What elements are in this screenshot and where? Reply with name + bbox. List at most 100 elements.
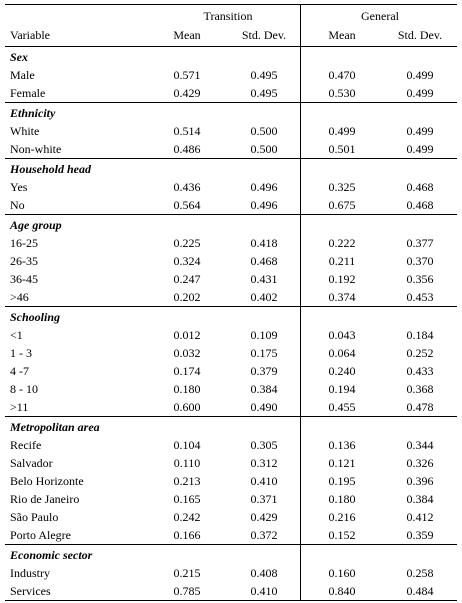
cell-value: 0.370 [406, 254, 434, 268]
cell-value: 0.184 [406, 328, 434, 342]
section-title: Household head [10, 162, 92, 176]
cell-value: 0.571 [173, 68, 201, 82]
cell-value: 0.324 [173, 254, 201, 268]
cell-value: 0.499 [406, 142, 434, 156]
cell-value: 0.379 [250, 364, 278, 378]
cell-value: 0.160 [328, 566, 356, 580]
cell-value: 0.247 [173, 272, 201, 286]
column-header: Mean [173, 28, 201, 42]
column-header: Std. Dev. [397, 28, 443, 42]
cell-value: 0.202 [173, 290, 201, 304]
row-label: White [10, 124, 40, 138]
cell-value: 0.305 [250, 438, 278, 452]
cell-value: 0.215 [173, 566, 201, 580]
cell-value: 0.436 [173, 180, 201, 194]
row-label: 26-35 [10, 254, 38, 268]
cell-value: 0.468 [406, 180, 434, 194]
column-header: Variable [10, 28, 50, 42]
cell-value: 0.258 [406, 566, 434, 580]
cell-value: 0.371 [250, 492, 278, 506]
cell-value: 0.312 [250, 456, 278, 470]
cell-value: 0.377 [406, 236, 434, 250]
group-header: General [361, 9, 399, 23]
cell-value: 0.180 [328, 492, 356, 506]
cell-value: 0.240 [328, 364, 356, 378]
row-label: <1 [10, 328, 23, 342]
row-label: Recife [10, 438, 42, 452]
cell-value: 0.109 [250, 328, 278, 342]
row-label: Non-white [10, 142, 62, 156]
row-label: 4 -7 [10, 364, 29, 378]
cell-value: 0.499 [406, 124, 434, 138]
cell-value: 0.470 [328, 68, 356, 82]
cell-value: 0.356 [406, 272, 434, 286]
cell-value: 0.213 [173, 474, 201, 488]
row-label: >46 [10, 290, 29, 304]
rule [5, 102, 457, 103]
cell-value: 0.564 [173, 198, 201, 212]
cell-value: 0.166 [173, 528, 201, 542]
rule [5, 46, 457, 47]
column-header: Std. Dev. [241, 28, 287, 42]
cell-value: 0.372 [250, 528, 278, 542]
cell-value: 0.453 [406, 290, 434, 304]
group-header: Transition [203, 9, 253, 23]
cell-value: 0.064 [328, 346, 356, 360]
cell-value: 0.402 [250, 290, 278, 304]
cell-value: 0.468 [406, 198, 434, 212]
cell-value: 0.195 [328, 474, 356, 488]
row-label: 36-45 [10, 272, 38, 286]
cell-value: 0.121 [328, 456, 356, 470]
column-divider [300, 4, 301, 600]
cell-value: 0.359 [406, 528, 434, 542]
cell-value: 0.325 [328, 180, 356, 194]
cell-value: 0.500 [250, 124, 278, 138]
cell-value: 0.043 [328, 328, 356, 342]
row-label: No [10, 198, 25, 212]
cell-value: 0.501 [328, 142, 356, 156]
cell-value: 0.225 [173, 236, 201, 250]
cell-value: 0.326 [406, 456, 434, 470]
row-label: 8 - 10 [10, 382, 38, 396]
cell-value: 0.429 [173, 86, 201, 100]
row-label: 1 - 3 [10, 346, 32, 360]
section-title: Economic sector [10, 548, 93, 562]
row-label: Salvador [10, 456, 53, 470]
section-title: Sex [10, 50, 28, 64]
cell-value: 0.455 [328, 400, 356, 414]
section-title: Age group [10, 218, 62, 232]
cell-value: 0.496 [250, 198, 278, 212]
cell-value: 0.408 [250, 566, 278, 580]
cell-value: 0.104 [173, 438, 201, 452]
cell-value: 0.785 [173, 584, 201, 598]
cell-value: 0.192 [328, 272, 356, 286]
cell-value: 0.500 [250, 142, 278, 156]
cell-value: 0.675 [328, 198, 356, 212]
rule [5, 306, 457, 307]
cell-value: 0.396 [406, 474, 434, 488]
rule [5, 158, 457, 159]
cell-value: 0.344 [406, 438, 434, 452]
cell-value: 0.840 [328, 584, 356, 598]
row-label: Rio de Janeiro [10, 492, 80, 506]
cell-value: 0.410 [250, 584, 278, 598]
cell-value: 0.412 [406, 510, 434, 524]
cell-value: 0.495 [250, 68, 278, 82]
cell-value: 0.600 [173, 400, 201, 414]
cell-value: 0.012 [173, 328, 201, 342]
cell-value: 0.110 [173, 456, 201, 470]
cell-value: 0.530 [328, 86, 356, 100]
row-label: Male [10, 68, 35, 82]
rule [5, 4, 457, 5]
cell-value: 0.175 [250, 346, 278, 360]
cell-value: 0.484 [406, 584, 434, 598]
section-title: Schooling [10, 310, 61, 324]
row-label: Industry [10, 566, 50, 580]
cell-value: 0.180 [173, 382, 201, 396]
cell-value: 0.252 [406, 346, 434, 360]
cell-value: 0.032 [173, 346, 201, 360]
cell-value: 0.174 [173, 364, 201, 378]
cell-value: 0.384 [406, 492, 434, 506]
row-label: >11 [10, 400, 29, 414]
